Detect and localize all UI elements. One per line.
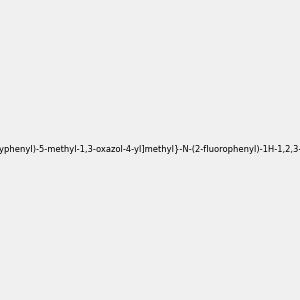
Text: 5-amino-1-{[2-(4-ethoxyphenyl)-5-methyl-1,3-oxazol-4-yl]methyl}-N-(2-fluoropheny: 5-amino-1-{[2-(4-ethoxyphenyl)-5-methyl-…	[0, 146, 300, 154]
